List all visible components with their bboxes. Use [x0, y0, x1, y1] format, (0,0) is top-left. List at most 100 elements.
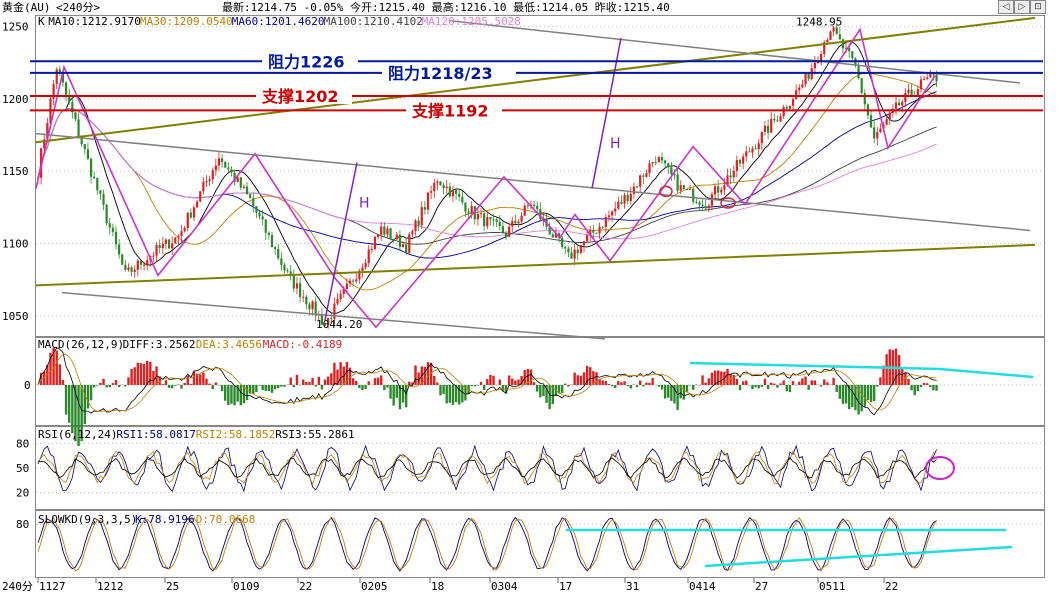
- macd-bar: [501, 385, 505, 391]
- candle-body: [454, 189, 458, 194]
- candle-body: [261, 216, 264, 220]
- macd-bar: [663, 385, 667, 399]
- candle-body: [801, 84, 804, 88]
- macd-bar: [167, 385, 171, 388]
- macd-bar: [813, 380, 817, 385]
- macd-bar: [922, 382, 926, 385]
- macd-bar: [317, 376, 320, 385]
- candle-body: [55, 69, 58, 84]
- macd-bar: [482, 385, 486, 391]
- macd-bar: [642, 385, 645, 387]
- legend-item: MA10:1212.9170: [48, 15, 141, 28]
- macd-cyan-trendline: [689, 361, 941, 371]
- candle-body: [314, 301, 317, 316]
- candle-body: [688, 188, 692, 190]
- macd-bar: [245, 385, 249, 401]
- panel-title: MACD(26,12,9): [38, 338, 124, 351]
- candle-body: [242, 186, 246, 188]
- candle-body: [601, 226, 604, 228]
- candle-body: [670, 167, 673, 175]
- macd-bar: [832, 377, 835, 385]
- scroll-right-button[interactable]: ▷: [1014, 0, 1030, 14]
- kd-tick-label: 80: [16, 518, 29, 531]
- candle-body: [551, 234, 554, 238]
- candle-body: [826, 39, 829, 43]
- candle-body: [373, 236, 377, 249]
- macd-bar: [224, 385, 227, 401]
- candle-body: [183, 227, 186, 232]
- macd-bar: [876, 385, 879, 387]
- macd-bar: [801, 378, 804, 385]
- candle-body: [713, 186, 717, 195]
- candle-body: [352, 280, 355, 282]
- macd-bar: [704, 382, 707, 385]
- macd-bar: [351, 378, 355, 385]
- candle-body: [820, 54, 823, 61]
- macd-bar: [426, 362, 430, 385]
- macd-bar: [323, 379, 327, 385]
- legend-item: MACD:-0.4189: [263, 338, 342, 351]
- macd-tick-label: 0: [24, 379, 31, 392]
- candle-body: [426, 192, 430, 210]
- x-tick-label: 0304: [491, 580, 518, 593]
- rsi-layer: [36, 442, 1044, 494]
- macd-dea-line: [37, 354, 937, 412]
- macd-bar: [595, 372, 598, 385]
- candle-body: [146, 260, 149, 265]
- macd-bar: [885, 354, 888, 385]
- instrument-label: 黄金(AU): [2, 0, 51, 14]
- rsi-highlight-circle: [925, 456, 955, 480]
- level-label-bg: [406, 101, 502, 119]
- candle-body: [910, 89, 913, 95]
- candle-body: [620, 201, 623, 204]
- macd-bar: [305, 382, 308, 385]
- candle-body: [682, 185, 685, 190]
- macd-bar: [248, 385, 252, 394]
- macd-bar: [804, 376, 807, 385]
- candle-body: [751, 148, 754, 153]
- macd-bar: [96, 385, 99, 386]
- macd-bar: [614, 385, 617, 388]
- candle-body: [298, 283, 302, 298]
- macd-bar: [810, 380, 813, 385]
- candle-body: [704, 206, 707, 209]
- candle-body: [252, 198, 255, 207]
- candle-body: [339, 293, 342, 300]
- macd-bar: [130, 369, 133, 385]
- macd-bar: [860, 385, 863, 412]
- candle-body: [610, 211, 614, 216]
- macd-bar: [320, 385, 324, 390]
- macd-bar: [68, 385, 71, 423]
- macd-bar: [779, 383, 782, 385]
- highlight-circle: [659, 185, 673, 198]
- candle-body: [495, 219, 498, 222]
- macd-bar: [292, 385, 296, 388]
- candle-body: [501, 226, 504, 233]
- macd-panel-frame: [35, 337, 1045, 426]
- macd-bar: [448, 385, 452, 403]
- price-panel-frame: [35, 15, 1045, 337]
- candle-body: [177, 236, 180, 238]
- candle-body: [124, 264, 127, 270]
- candle-body: [448, 186, 451, 197]
- fit-view-button[interactable]: ⊡: [1030, 0, 1046, 14]
- macd-bar: [336, 369, 339, 385]
- legend-item: DIFF:3.2562: [123, 338, 196, 351]
- macd-bar: [326, 376, 330, 385]
- macd-bar: [863, 385, 866, 407]
- candle-body: [180, 231, 183, 237]
- candle-body: [614, 208, 617, 212]
- candle-body: [171, 243, 174, 249]
- measure-label-right: H: [610, 136, 621, 152]
- candle-body: [77, 119, 80, 137]
- candle-body: [118, 244, 121, 255]
- candle-body: [498, 221, 501, 227]
- macd-bar: [551, 385, 554, 405]
- macd-bar: [464, 385, 467, 401]
- macd-bar: [579, 375, 583, 385]
- candle-body: [348, 280, 352, 284]
- macd-bar: [542, 385, 545, 396]
- kd-layer: [36, 516, 1044, 572]
- scroll-left-button[interactable]: ◁: [998, 0, 1014, 14]
